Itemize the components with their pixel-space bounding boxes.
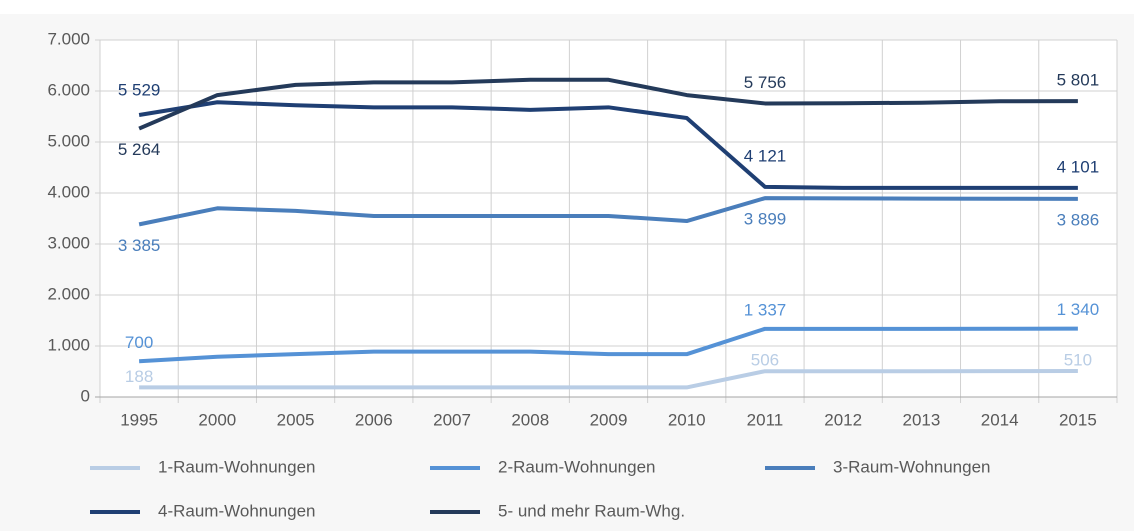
x-tick-label: 2014 [981, 410, 1019, 429]
data-label: 5 264 [118, 140, 161, 159]
data-label: 510 [1064, 350, 1092, 369]
data-label: 3 886 [1057, 210, 1100, 229]
data-label: 3 385 [118, 236, 161, 255]
x-tick-label: 2006 [355, 410, 393, 429]
legend-label: 1-Raum-Wohnungen [158, 457, 316, 476]
plot-area [100, 40, 1117, 397]
series-line [138, 196, 1078, 227]
y-tick-label: 6.000 [47, 80, 90, 99]
y-tick-label: 0 [81, 386, 90, 405]
y-tick-label: 4.000 [47, 182, 90, 201]
data-label: 5 529 [118, 81, 161, 100]
y-tick-label: 3.000 [47, 233, 90, 252]
data-label: 3 899 [744, 210, 787, 229]
legend-label: 3-Raum-Wohnungen [833, 457, 991, 476]
x-tick-label: 2009 [590, 410, 628, 429]
x-tick-label: 2010 [668, 410, 706, 429]
data-label: 188 [125, 367, 153, 386]
x-tick-label: 1995 [120, 410, 158, 429]
x-tick-label: 2000 [198, 410, 236, 429]
x-tick-label: 2015 [1059, 410, 1097, 429]
x-tick-label: 2013 [903, 410, 941, 429]
data-label: 1 340 [1057, 300, 1100, 319]
data-label: 4 101 [1057, 157, 1100, 176]
legend-label: 4-Raum-Wohnungen [158, 501, 316, 520]
series-line [138, 326, 1078, 364]
data-label: 4 121 [744, 146, 787, 165]
data-label: 5 756 [744, 73, 787, 92]
series-line [139, 368, 1078, 390]
y-tick-label: 5.000 [47, 131, 90, 150]
series-line [138, 100, 1078, 190]
x-tick-label: 2005 [277, 410, 315, 429]
data-label: 1 337 [744, 300, 787, 319]
y-tick-label: 1.000 [47, 335, 90, 354]
y-tick-label: 2.000 [47, 284, 90, 303]
legend-label: 5- und mehr Raum-Whg. [498, 501, 685, 520]
series-line [138, 77, 1078, 131]
x-tick-label: 2011 [747, 410, 784, 429]
x-tick-label: 2007 [433, 410, 471, 429]
y-tick-label: 7.000 [47, 29, 90, 48]
data-label: 5 801 [1057, 71, 1100, 90]
x-tick-label: 2012 [824, 410, 862, 429]
data-label: 700 [125, 333, 153, 352]
legend-label: 2-Raum-Wohnungen [498, 457, 656, 476]
x-tick-label: 2008 [511, 410, 549, 429]
data-label: 506 [751, 351, 779, 370]
